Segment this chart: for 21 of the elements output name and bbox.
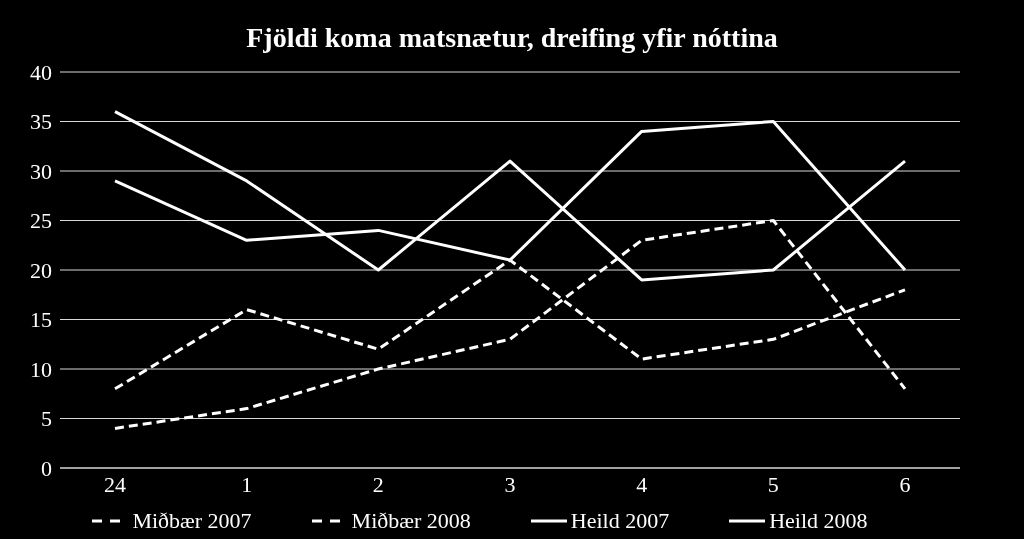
y-tick-label: 20 [30,257,52,283]
legend-label: Miðbær 2008 [350,508,471,534]
y-tick-label: 15 [30,307,52,333]
y-tick-label: 30 [30,158,52,184]
legend-label: Heild 2007 [569,508,670,534]
legend-label: Heild 2008 [768,508,868,534]
y-tick-label: 25 [30,208,52,234]
y-tick-label: 5 [41,406,52,432]
x-tick-label: 3 [504,471,516,497]
x-tick-label: 2 [372,471,384,497]
x-tick-label: 24 [104,471,126,497]
x-tick-label: 1 [241,471,253,497]
chart-title: Fjöldi koma matsnætur, dreifing yfir nóttina [246,22,778,53]
x-tick-label: 6 [899,471,911,497]
x-tick-label: 4 [636,471,648,497]
x-tick-label: 5 [767,471,779,497]
y-tick-label: 10 [30,356,52,382]
y-tick-label: 35 [30,109,52,135]
y-tick-label: 40 [30,59,52,85]
legend-label: Miðbær 2007 [131,508,252,534]
y-tick-label: 0 [41,455,52,481]
